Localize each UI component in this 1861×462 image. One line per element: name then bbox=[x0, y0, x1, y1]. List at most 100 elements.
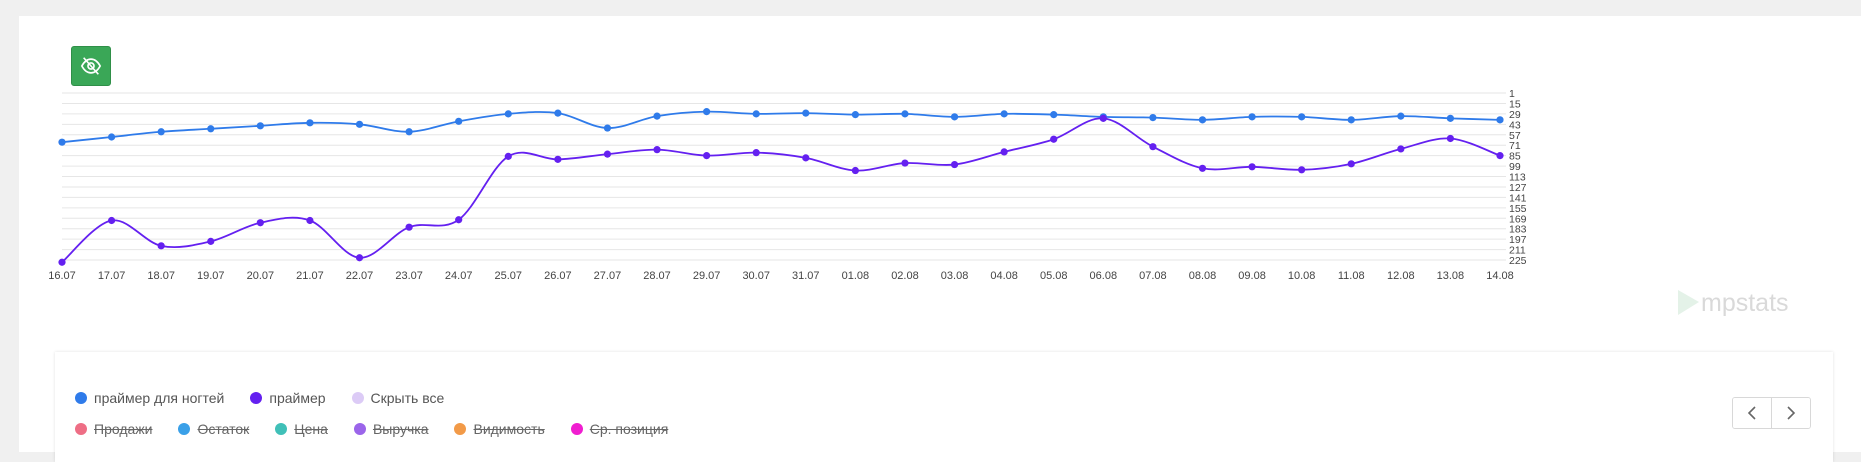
data-point[interactable] bbox=[901, 110, 909, 118]
x-tick-label: 31.07 bbox=[792, 270, 820, 282]
data-point[interactable] bbox=[603, 150, 612, 158]
x-tick-label: 04.08 bbox=[990, 270, 1018, 282]
y-tick-label: 225 bbox=[1509, 255, 1527, 267]
legend-metric-avg-position[interactable]: Ср. позиция bbox=[570, 421, 669, 437]
data-point[interactable] bbox=[802, 154, 810, 162]
legend-metric-price[interactable]: Цена bbox=[275, 421, 328, 437]
data-point[interactable] bbox=[1000, 110, 1008, 118]
legend-label: Продажи bbox=[94, 421, 153, 437]
data-point[interactable] bbox=[1248, 113, 1256, 121]
data-point[interactable] bbox=[653, 146, 661, 154]
data-point[interactable] bbox=[207, 237, 215, 245]
data-point[interactable] bbox=[1496, 152, 1504, 160]
data-point[interactable] bbox=[355, 120, 364, 128]
data-point[interactable] bbox=[851, 166, 859, 175]
data-point[interactable] bbox=[901, 159, 909, 167]
legend-series-primer[interactable]: праймер bbox=[250, 390, 326, 406]
legend-metric-sales[interactable]: Продажи bbox=[75, 421, 152, 437]
next-page-button[interactable] bbox=[1771, 398, 1810, 428]
x-tick-label: 09.08 bbox=[1238, 270, 1266, 282]
x-tick-label: 19.07 bbox=[197, 270, 225, 282]
data-point[interactable] bbox=[107, 216, 116, 225]
data-point[interactable] bbox=[455, 117, 463, 125]
metrics-legend-row: Продажи Остаток Цена Выручка Видимость С… bbox=[75, 421, 668, 437]
data-point[interactable] bbox=[1298, 113, 1306, 121]
legend-label: Остаток bbox=[197, 421, 250, 437]
legend-dot bbox=[250, 392, 263, 404]
series-line-0 bbox=[61, 110, 1501, 144]
x-tick-label: 17.07 bbox=[98, 270, 126, 282]
hide-series-button[interactable] bbox=[71, 46, 111, 86]
data-point[interactable] bbox=[1099, 114, 1107, 122]
legend-label: Видимость bbox=[473, 421, 545, 437]
x-tick-label: 18.07 bbox=[147, 270, 175, 282]
y-tick-label: 197 bbox=[1509, 234, 1527, 246]
data-point[interactable] bbox=[752, 110, 760, 118]
data-point[interactable] bbox=[554, 109, 562, 117]
line-chart: 1152943577185991131271411551691831972112… bbox=[48, 88, 1789, 316]
y-tick-label: 43 bbox=[1509, 119, 1521, 131]
chevron-left-icon bbox=[1747, 406, 1756, 420]
data-point[interactable] bbox=[851, 111, 859, 119]
data-point[interactable] bbox=[157, 128, 165, 136]
data-point[interactable] bbox=[1347, 160, 1355, 168]
legend-metric-stock[interactable]: Остаток bbox=[178, 421, 249, 437]
y-tick-label: 183 bbox=[1509, 224, 1527, 236]
data-point[interactable] bbox=[1397, 112, 1405, 120]
data-point[interactable] bbox=[950, 113, 959, 121]
data-point[interactable] bbox=[306, 216, 314, 225]
data-point[interactable] bbox=[355, 254, 364, 262]
data-point[interactable] bbox=[703, 152, 711, 160]
legend-label: Ср. позиция bbox=[589, 421, 669, 437]
data-point[interactable] bbox=[1050, 111, 1058, 119]
data-point[interactable] bbox=[603, 124, 612, 132]
data-point[interactable] bbox=[950, 160, 959, 169]
legend-panel: праймер для ногтей праймер Скрыть все Пр… bbox=[55, 352, 1833, 462]
x-tick-label: 16.07 bbox=[48, 270, 76, 282]
prev-page-button[interactable] bbox=[1733, 398, 1771, 428]
data-point[interactable] bbox=[752, 149, 760, 157]
data-point[interactable] bbox=[1149, 143, 1157, 151]
data-point[interactable] bbox=[207, 125, 215, 133]
legend-metric-revenue[interactable]: Выручка bbox=[353, 421, 428, 437]
data-point[interactable] bbox=[1397, 145, 1405, 153]
data-point[interactable] bbox=[256, 219, 264, 227]
data-point[interactable] bbox=[306, 119, 314, 127]
legend-label: праймер для ногтей bbox=[94, 390, 225, 406]
x-tick-label: 23.07 bbox=[395, 270, 423, 282]
data-point[interactable] bbox=[1496, 116, 1504, 124]
data-point[interactable] bbox=[1446, 134, 1455, 143]
data-point[interactable] bbox=[256, 122, 264, 130]
legend-hide-all[interactable]: Скрыть все bbox=[351, 390, 444, 406]
data-point[interactable] bbox=[405, 128, 413, 136]
data-point[interactable] bbox=[554, 155, 562, 163]
data-point[interactable] bbox=[58, 138, 66, 146]
legend-series-primer-dlya-nogtey[interactable]: праймер для ногтей bbox=[75, 390, 224, 406]
data-point[interactable] bbox=[455, 216, 463, 224]
data-point[interactable] bbox=[1050, 135, 1058, 143]
data-point[interactable] bbox=[1198, 116, 1207, 124]
data-point[interactable] bbox=[802, 109, 810, 117]
legend-pager bbox=[1732, 397, 1811, 429]
data-point[interactable] bbox=[1347, 116, 1355, 124]
data-point[interactable] bbox=[703, 108, 711, 116]
data-point[interactable] bbox=[1000, 148, 1008, 156]
data-point[interactable] bbox=[405, 223, 413, 231]
data-point[interactable] bbox=[1149, 114, 1157, 122]
legend-label: Цена bbox=[294, 421, 328, 437]
data-point[interactable] bbox=[157, 242, 165, 250]
data-point[interactable] bbox=[1446, 114, 1455, 122]
x-tick-label: 25.07 bbox=[495, 270, 523, 282]
data-point[interactable] bbox=[1198, 164, 1207, 172]
watermark-text: mpstats bbox=[1701, 289, 1789, 316]
data-point[interactable] bbox=[107, 133, 116, 141]
data-point[interactable] bbox=[58, 258, 66, 266]
y-tick-label: 99 bbox=[1509, 161, 1521, 173]
data-point[interactable] bbox=[504, 110, 512, 118]
data-point[interactable] bbox=[653, 112, 661, 120]
data-point[interactable] bbox=[504, 152, 512, 160]
data-point[interactable] bbox=[1298, 166, 1306, 174]
x-tick-label: 13.08 bbox=[1437, 270, 1465, 282]
data-point[interactable] bbox=[1248, 163, 1256, 171]
legend-metric-visibility[interactable]: Видимость bbox=[454, 421, 545, 437]
